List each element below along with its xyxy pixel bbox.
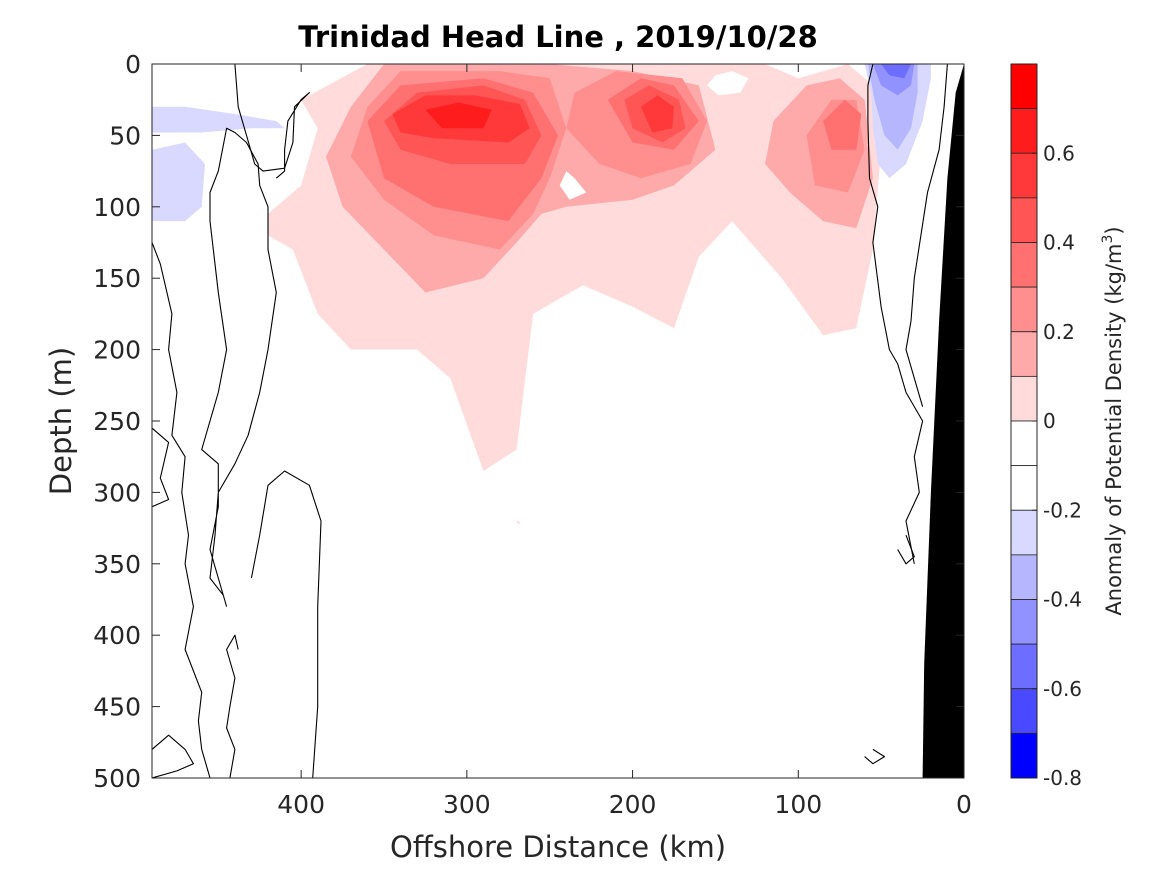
colorbar-swatch (1010, 732, 1038, 779)
zero-contour-line (864, 748, 886, 765)
colorbar-swatches (1010, 63, 1038, 779)
colorbar-tick-label: 0.6 (1043, 141, 1075, 165)
colorbar: 0.6 0.4 0.2 0 -0.2 -0.4 -0.6 -0.8 (1010, 63, 1082, 790)
colorbar-tick-label: 0.2 (1043, 320, 1075, 344)
x-axis-title: Offshore Distance (km) (390, 830, 726, 864)
colorbar-swatch (1010, 643, 1038, 690)
colorbar-swatch (1010, 197, 1038, 243)
zero-contour-line (234, 64, 310, 179)
plot-area (151, 63, 965, 779)
y-tick-label: 500 (93, 764, 141, 793)
y-tick-label: 200 (93, 336, 141, 365)
colorbar-swatch (1010, 420, 1038, 467)
x-axis: 400 300 200 100 0 (277, 64, 972, 819)
contour-region (152, 106, 285, 133)
colorbar-swatch (1010, 375, 1038, 422)
colorbar-ticks: 0.6 0.4 0.2 0 -0.2 -0.4 -0.6 -0.8 (1032, 141, 1082, 790)
zero-contour-line (905, 64, 948, 407)
colorbar-swatch (1010, 554, 1038, 600)
colorbar-tick-label: -0.6 (1043, 677, 1082, 701)
zero-contour-line (152, 734, 194, 778)
colorbar-title-main: Anomaly of Potential Density (kg/m (1102, 244, 1126, 616)
y-axis-title: Depth (m) (44, 347, 78, 495)
y-tick-label: 450 (93, 693, 141, 722)
chart-title: Trinidad Head Line , 2019/10/28 (298, 20, 818, 54)
y-tick-label: 50 (109, 121, 141, 150)
colorbar-tick-label: 0 (1043, 409, 1056, 433)
y-axis: 0 50 100 150 200 250 300 350 400 450 500 (93, 50, 964, 793)
colorbar-swatch (1010, 465, 1038, 511)
y-tick-label: 150 (93, 264, 141, 293)
colorbar-border (1010, 63, 1038, 779)
contour-fragment (516, 520, 521, 525)
colorbar-swatch (1010, 108, 1038, 154)
y-tick-label: 400 (93, 621, 141, 650)
colorbar-swatch (1010, 688, 1038, 734)
zero-contour-line (152, 242, 211, 778)
colorbar-tick-label: -0.2 (1043, 498, 1082, 522)
y-tick-label: 350 (93, 550, 141, 579)
anomaly-contour-fills (152, 64, 931, 471)
y-tick-label: 100 (93, 193, 141, 222)
zero-contour-line (152, 427, 170, 508)
colorbar-tick-label: -0.8 (1043, 766, 1082, 790)
x-tick-label: 400 (277, 790, 325, 819)
x-tick-label: 200 (609, 790, 657, 819)
contour-region (640, 95, 674, 133)
colorbar-swatch (1010, 242, 1038, 288)
colorbar-swatch (1010, 509, 1038, 556)
colorbar-tick-label: -0.4 (1043, 588, 1082, 612)
contour-region (152, 142, 205, 222)
contour-region (823, 99, 862, 150)
y-tick-label: 0 (125, 50, 141, 79)
colorbar-title-superscript: 3 (1100, 235, 1116, 244)
x-tick-label: 300 (443, 790, 491, 819)
zero-contour-line (897, 535, 915, 565)
colorbar-title: Anomaly of Potential Density (kg/m3) (1100, 226, 1126, 615)
zero-contour-line (250, 470, 322, 778)
zero-contour-lines (152, 64, 948, 778)
contour-region (881, 64, 911, 79)
colorbar-tick-label: 0.4 (1043, 231, 1075, 255)
colorbar-title-close: ) (1102, 226, 1126, 234)
contour-region (707, 71, 749, 96)
y-tick-label: 250 (93, 407, 141, 436)
x-tick-label: 0 (956, 790, 972, 819)
colorbar-swatch (1010, 63, 1038, 110)
colorbar-swatch (1010, 599, 1038, 645)
y-tick-label: 300 (93, 478, 141, 507)
zero-contour-line (226, 634, 239, 778)
contour-region (425, 102, 492, 129)
colorbar-swatch (1010, 286, 1038, 333)
x-tick-label: 100 (774, 790, 822, 819)
colorbar-swatch (1010, 152, 1038, 199)
contour-region (559, 171, 587, 200)
zero-contour-line (867, 64, 924, 564)
colorbar-swatch (1010, 331, 1038, 377)
seafloor-wedge (922, 64, 964, 778)
seafloor-bathymetry (922, 64, 964, 778)
zero-contour-line (201, 127, 277, 607)
